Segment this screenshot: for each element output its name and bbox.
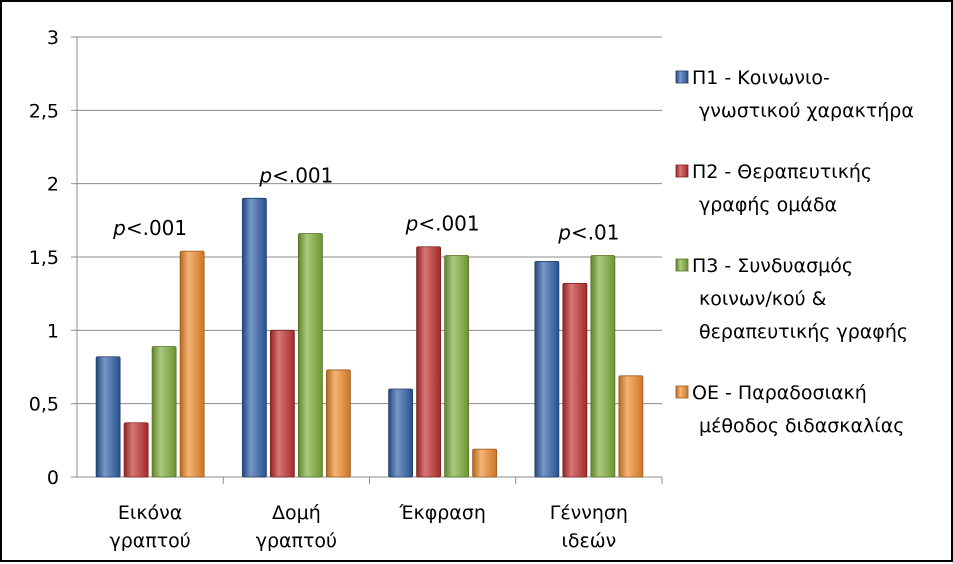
bar-series-4-cat-3 xyxy=(472,448,498,478)
y-tick-label: 0,5 xyxy=(29,394,59,416)
bar-series-4-cat-2 xyxy=(325,369,351,478)
p-value-annotation: p<.001 xyxy=(258,163,333,187)
y-tick-label: 2,5 xyxy=(29,100,59,122)
p-value-annotation: p<.001 xyxy=(112,216,187,240)
x-category-label: Έκφραση xyxy=(398,502,486,524)
x-category-label: Δομή γραπτού xyxy=(256,502,337,552)
bar-series-2-cat-3 xyxy=(416,246,442,478)
y-tick-label: 3 xyxy=(47,27,59,49)
legend-swatch-1 xyxy=(675,70,689,84)
legend: Π1 - Κοινωνιο-γνωστικού χαρακτήρα Π2 - Θε… xyxy=(675,67,914,437)
bar-series-2-cat-4 xyxy=(562,282,588,478)
p-value-annotation: p<.01 xyxy=(557,221,619,245)
x-category-label: Εικόνα γραπτού xyxy=(109,502,190,552)
bar-series-1-cat-2 xyxy=(241,197,267,478)
bars xyxy=(95,197,644,478)
bar-series-3-cat-3 xyxy=(444,255,470,478)
x-category-label: Γέννηση ιδεών xyxy=(550,502,628,552)
legend-swatch-4 xyxy=(675,385,689,399)
y-tick-label: 1 xyxy=(47,320,59,342)
legend-swatch-2 xyxy=(675,164,689,178)
legend-swatch-3 xyxy=(675,258,689,272)
bar-series-1-cat-1 xyxy=(95,356,121,478)
p-value-annotation: p<.001 xyxy=(405,212,480,236)
y-tick-label: 2 xyxy=(47,174,59,196)
bar-series-1-cat-3 xyxy=(388,388,414,478)
legend-entry-1: Π1 - Κοινωνιο-γνωστικού χαρακτήρα xyxy=(692,67,914,122)
legend-entry-2: Π2 - Θεραπευτικής γραφής ομάδα xyxy=(692,161,872,216)
bar-series-3-cat-1 xyxy=(151,346,177,478)
bar-series-3-cat-2 xyxy=(297,233,323,478)
axes: 0 0,5 1 1,5 2 2,5 3 xyxy=(29,27,663,489)
bar-series-4-cat-1 xyxy=(179,250,205,478)
bar-series-4-cat-4 xyxy=(618,375,644,478)
labels: Εικόνα γραπτού Δομή γραπτού Έκφραση Γέννηση ιδ… xyxy=(109,163,628,552)
legend-entry-4: ΟΕ - Παραδοσιακή μέθοδος διδασκαλίας xyxy=(692,382,904,437)
bar-series-3-cat-4 xyxy=(590,255,616,478)
y-tick-label: 0 xyxy=(47,467,59,489)
bar-series-1-cat-4 xyxy=(534,260,560,478)
y-tick-label: 1,5 xyxy=(29,247,59,269)
legend-entry-3: Π3 - Συνδυασμός κοινων/κού & θεραπευτικής … xyxy=(692,255,908,343)
bar-series-2-cat-1 xyxy=(123,422,149,478)
bar-series-2-cat-2 xyxy=(269,329,295,478)
